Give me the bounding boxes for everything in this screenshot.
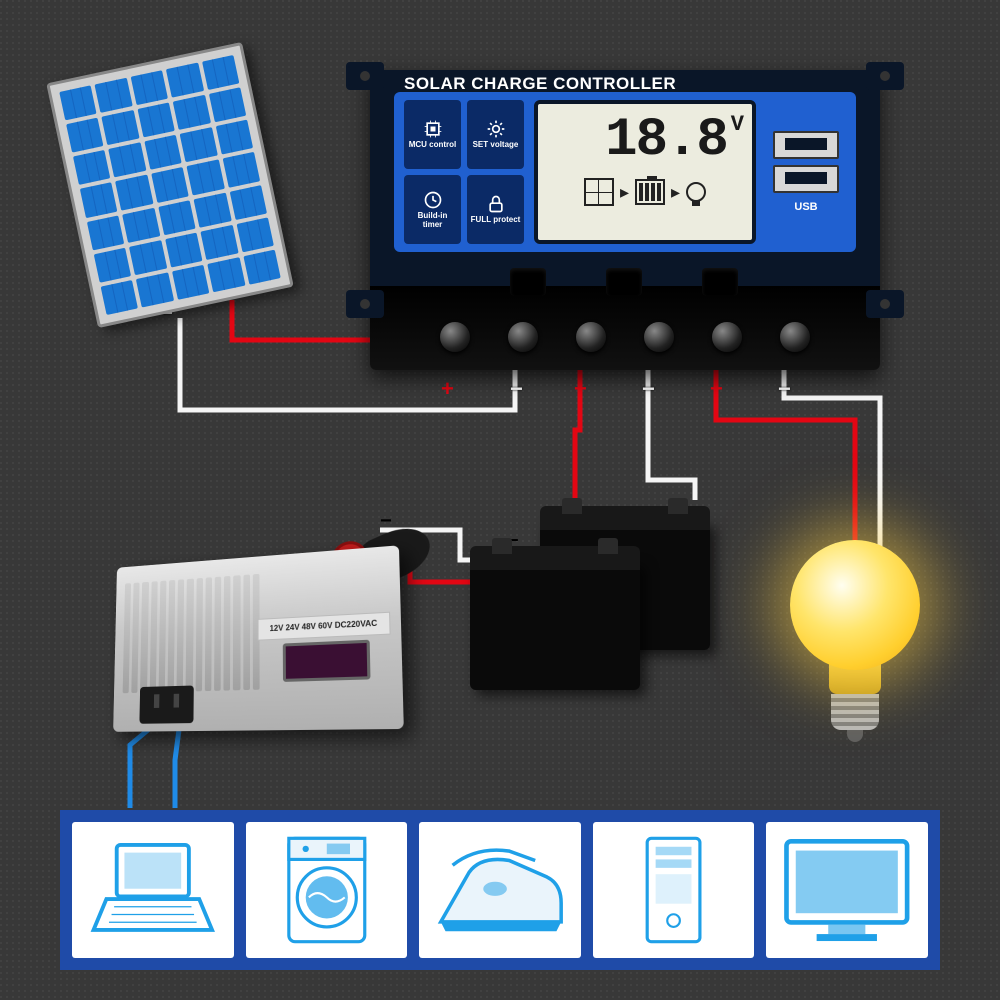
inverter-heatsink bbox=[114, 574, 260, 694]
feature-timer: Build-in timer bbox=[404, 175, 461, 244]
lcd-bulb-icon bbox=[686, 182, 706, 202]
battery-bank bbox=[470, 520, 710, 710]
computer-tower-icon bbox=[624, 832, 723, 948]
usb-port[interactable] bbox=[773, 165, 839, 193]
lcd-battery-icon bbox=[635, 179, 665, 205]
terminal-load-plus[interactable] bbox=[712, 322, 742, 352]
monitor-icon bbox=[776, 832, 918, 948]
controller-feature-grid: MCU control SET voltage Build-in timer F… bbox=[404, 100, 524, 244]
marker-pv-plus: + bbox=[441, 376, 454, 402]
terminal-bat-minus[interactable] bbox=[644, 322, 674, 352]
appliance-computer-tower bbox=[593, 822, 755, 958]
clock-icon bbox=[423, 190, 443, 210]
controller-terminals bbox=[440, 322, 810, 352]
terminal-pv-minus[interactable] bbox=[508, 322, 538, 352]
inverter: 12V 24V 48V 60V DC220VAC bbox=[113, 545, 404, 732]
appliance-monitor bbox=[766, 822, 928, 958]
usb-section: USB bbox=[766, 100, 846, 244]
terminal-bat-plus[interactable] bbox=[576, 322, 606, 352]
lightbulb bbox=[790, 540, 920, 740]
marker-bat-plus: + bbox=[574, 376, 587, 402]
marker-load-plus: + bbox=[710, 376, 723, 402]
diagram-canvas: + − + − + − + − + − − SOLAR CHARGE C bbox=[0, 0, 1000, 1000]
terminal-pv-plus[interactable] bbox=[440, 322, 470, 352]
appliance-laptop bbox=[72, 822, 234, 958]
controller-title: SOLAR CHARGE CONTROLLER bbox=[404, 74, 676, 94]
washing-machine-icon bbox=[256, 832, 398, 948]
controller-button[interactable] bbox=[606, 268, 642, 296]
marker-load-minus: − bbox=[778, 376, 791, 402]
appliance-iron bbox=[419, 822, 581, 958]
inverter-lcd bbox=[283, 640, 371, 682]
appliance-strip bbox=[60, 810, 940, 970]
controller-buttons bbox=[510, 268, 738, 296]
usb-label: USB bbox=[794, 201, 817, 213]
lcd-voltage: 18.8V bbox=[548, 114, 742, 168]
usb-port[interactable] bbox=[773, 131, 839, 159]
lcd-flow-icons: ▸ ▸ bbox=[548, 178, 742, 206]
lock-icon bbox=[486, 194, 506, 214]
terminal-load-minus[interactable] bbox=[780, 322, 810, 352]
feature-mcu: MCU control bbox=[404, 100, 461, 169]
controller-button[interactable] bbox=[510, 268, 546, 296]
iron-icon bbox=[429, 832, 571, 948]
bulb-screw-icon bbox=[831, 694, 879, 730]
marker-bat-minus: − bbox=[642, 376, 655, 402]
battery bbox=[470, 560, 640, 690]
controller-lcd: 18.8V ▸ ▸ bbox=[534, 100, 756, 244]
lcd-arrow-icon: ▸ bbox=[671, 182, 680, 203]
lcd-pv-icon bbox=[584, 178, 614, 206]
gear-icon bbox=[486, 119, 506, 139]
controller-faceplate: SOLAR CHARGE CONTROLLER MCU control SET … bbox=[394, 92, 856, 252]
lcd-arrow-icon: ▸ bbox=[620, 182, 629, 203]
charge-controller: SOLAR CHARGE CONTROLLER MCU control SET … bbox=[370, 70, 880, 370]
feature-set-voltage: SET voltage bbox=[467, 100, 524, 169]
chip-icon bbox=[423, 119, 443, 139]
laptop-icon bbox=[82, 832, 224, 948]
inverter-label: 12V 24V 48V 60V DC220VAC bbox=[258, 612, 391, 641]
inverter-ac-outlet[interactable] bbox=[139, 686, 193, 724]
controller-button[interactable] bbox=[702, 268, 738, 296]
appliance-washing-machine bbox=[246, 822, 408, 958]
feature-protect: FULL protect bbox=[467, 175, 524, 244]
marker-pv-minus: − bbox=[510, 376, 523, 402]
bulb-glass bbox=[790, 540, 920, 670]
marker-inv-minus: − bbox=[380, 510, 392, 533]
